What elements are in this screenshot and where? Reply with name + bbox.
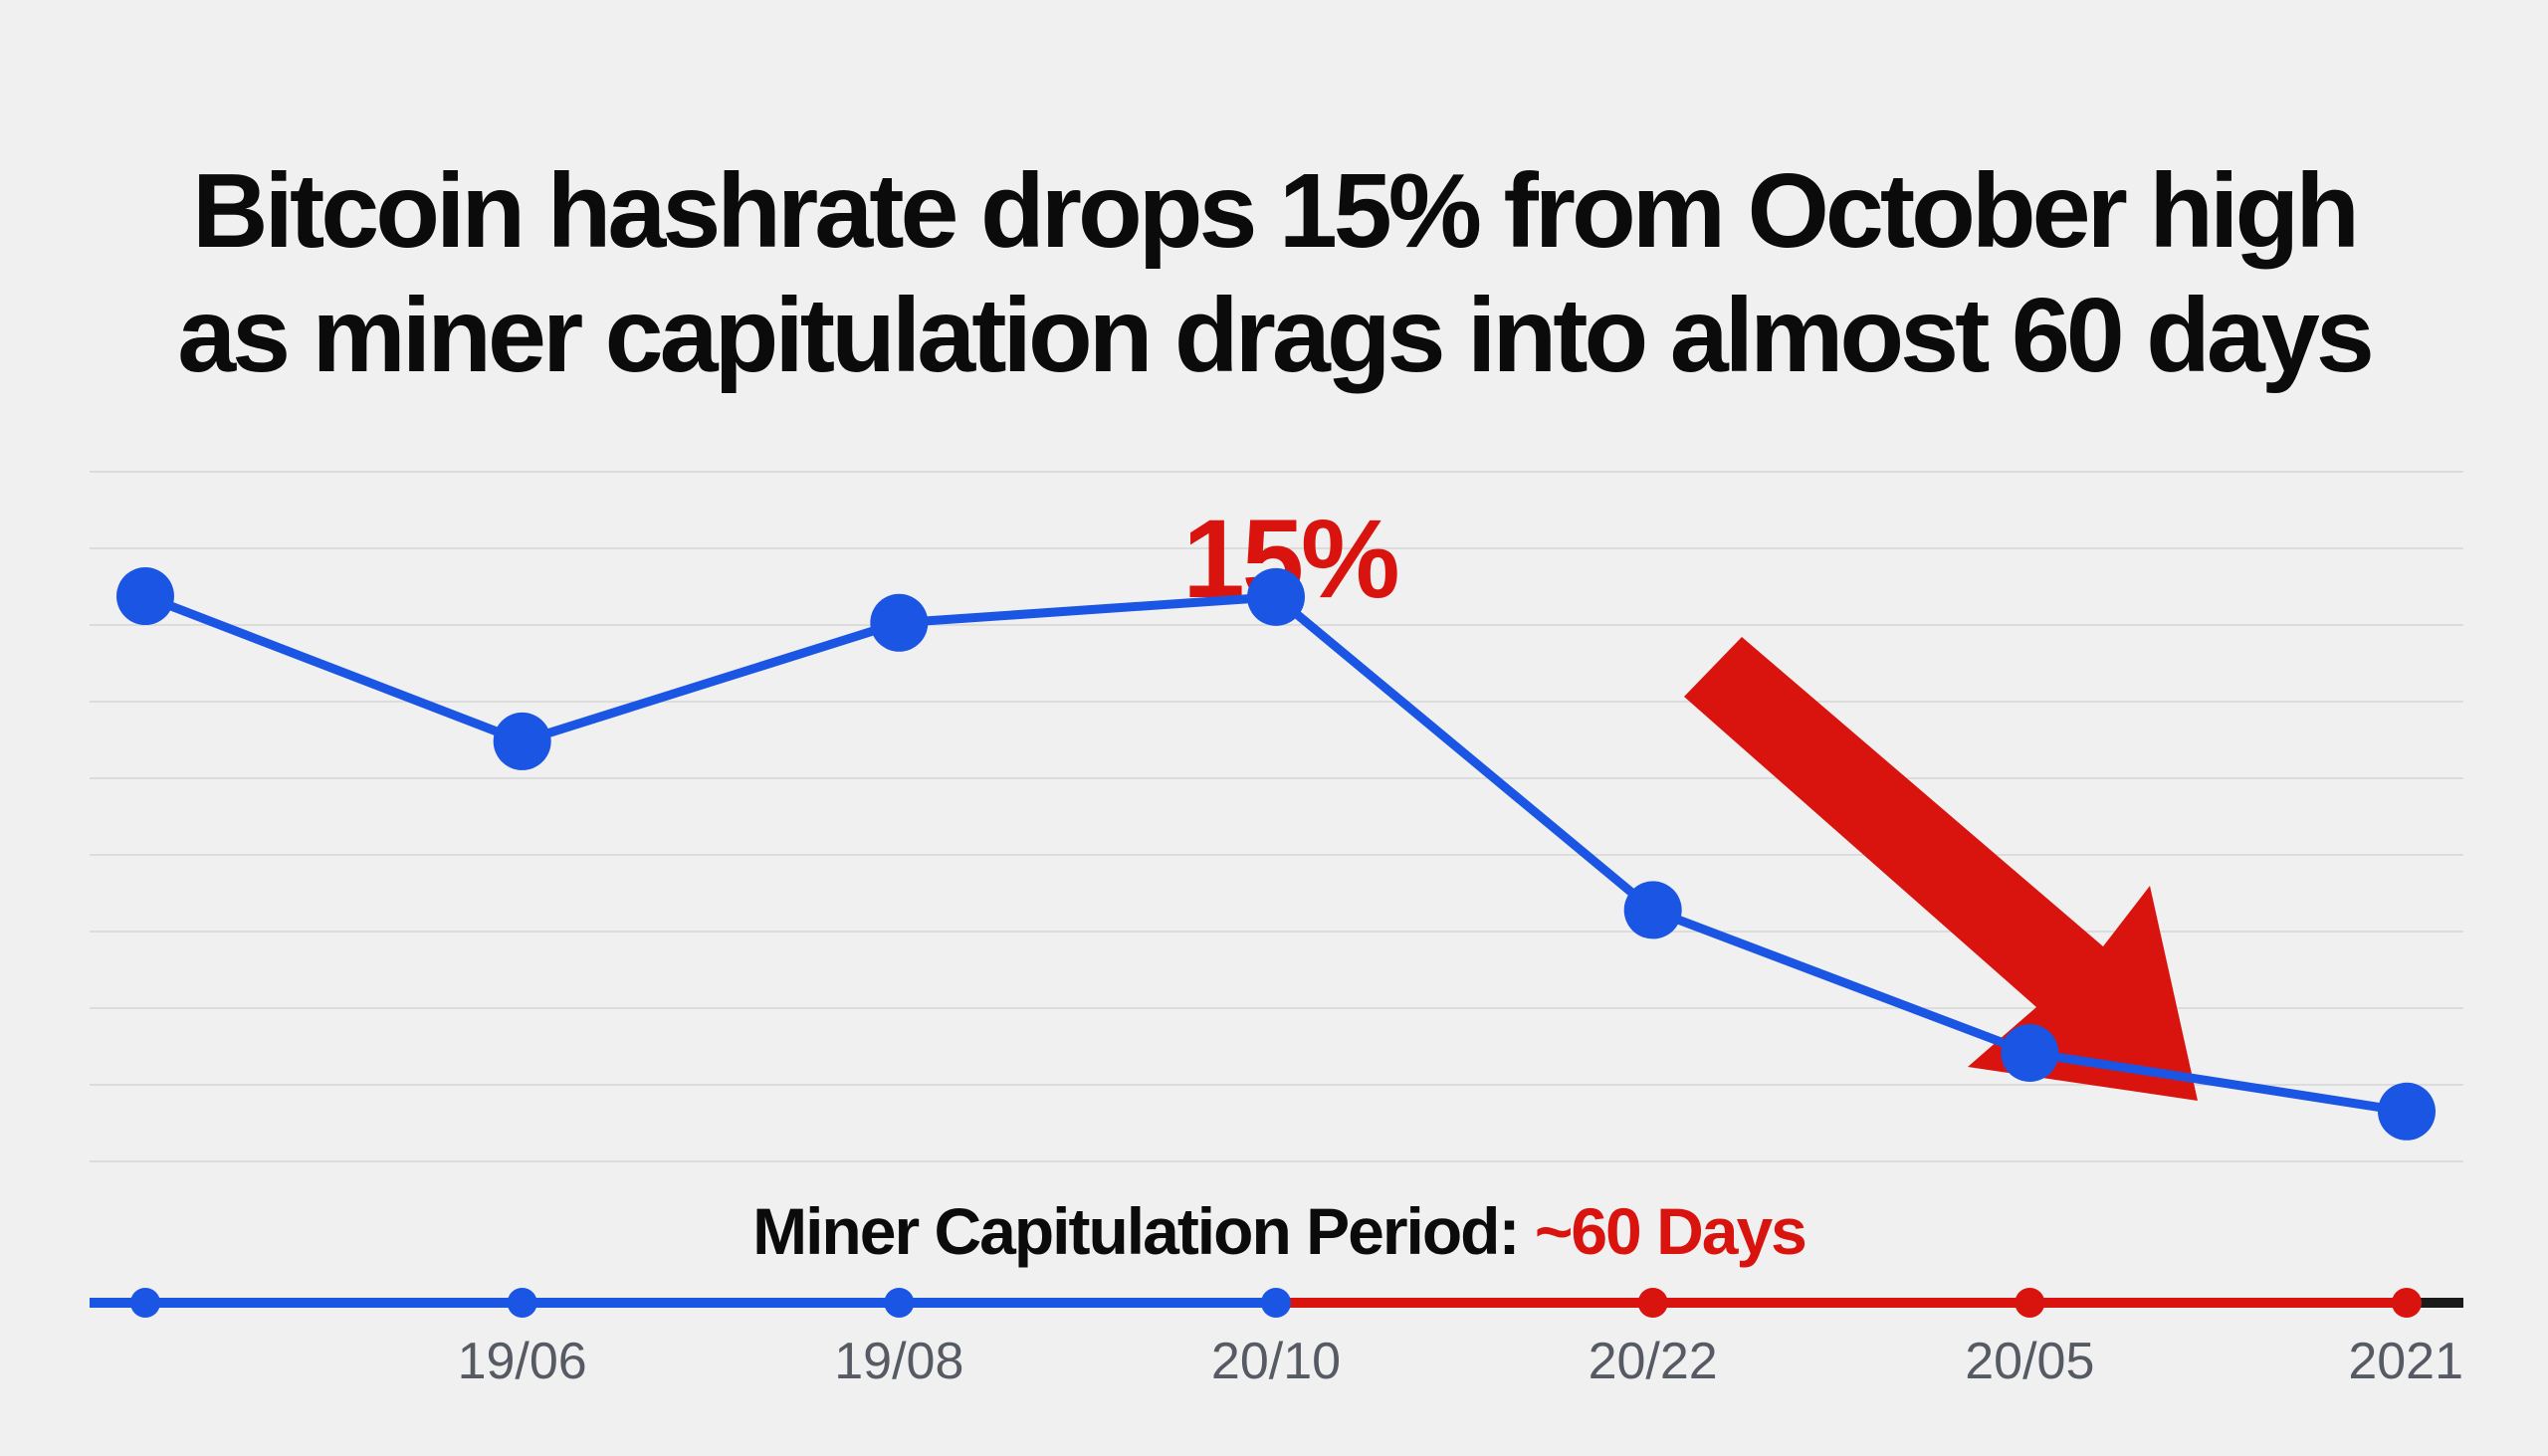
data-point [1247,567,1305,626]
capitulation-period-label: Miner Capitulation Period: ~60 Days [752,1194,1805,1268]
capitulation-period-value: ~60 Days [1535,1194,1805,1268]
timeline-marker [130,1288,160,1318]
data-point [116,567,174,626]
x-tick-label: 20/05 [1965,1333,2094,1390]
headline-line-2: as miner capitulation drags into almost … [177,277,2375,394]
data-point [2378,1082,2436,1141]
timeline-marker [1261,1288,1291,1318]
x-tick-label: 19/08 [834,1333,963,1390]
timeline-marker [2015,1288,2045,1318]
timeline-marker [1637,1288,1668,1318]
down-right-arrow-icon [1684,637,2198,1101]
timeline-marker [507,1288,537,1318]
timeline-marker [2392,1288,2422,1318]
data-point [1623,881,1682,939]
data-point [493,712,551,770]
x-tick-label: 2021 [2348,1333,2463,1390]
headline-line-1: Bitcoin hashrate drops 15% from October … [191,152,2360,270]
data-point [870,593,929,652]
x-tick-label: 19/06 [458,1333,587,1390]
data-point [2001,1024,2059,1082]
timeline-axis [90,1288,2463,1318]
series-hashrate [116,567,2436,1141]
timeline-marker [884,1288,915,1318]
headline: Bitcoin hashrate drops 15% from October … [0,149,2548,398]
x-tick-label: 20/10 [1211,1333,1341,1390]
x-axis-tick-labels: 19/06 19/08 20/10 20/22 20/05 2021 [458,1333,2463,1390]
capitulation-period-prefix: Miner Capitulation Period: [752,1194,1535,1268]
x-tick-label: 20/22 [1589,1333,1718,1390]
